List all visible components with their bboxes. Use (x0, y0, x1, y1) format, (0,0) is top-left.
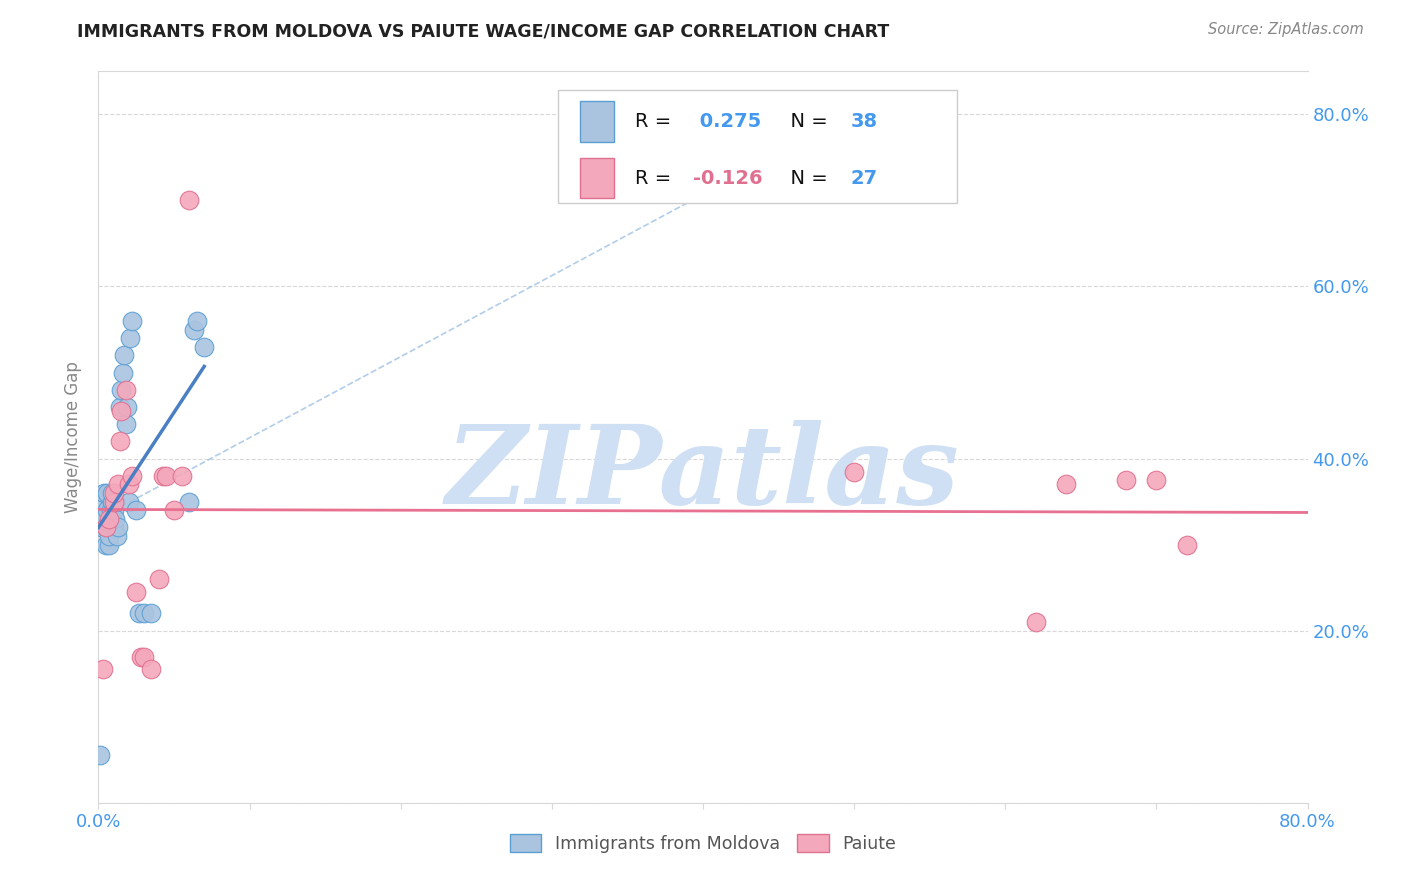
Text: IMMIGRANTS FROM MOLDOVA VS PAIUTE WAGE/INCOME GAP CORRELATION CHART: IMMIGRANTS FROM MOLDOVA VS PAIUTE WAGE/I… (77, 22, 890, 40)
Point (100, 512, 122, 526)
Point (141, 607, 163, 621)
Point (1144, 473, 1167, 487)
Point (110, 383, 132, 397)
Point (193, 340, 215, 354)
Point (90, 520, 112, 534)
Point (1054, 477, 1077, 491)
FancyBboxPatch shape (558, 90, 957, 203)
Point (104, 494, 127, 508)
Point (125, 585, 148, 599)
Point (118, 494, 141, 508)
Point (186, 314, 208, 328)
Text: 38: 38 (851, 112, 877, 131)
Point (101, 486, 124, 500)
Point (91, 662, 114, 676)
Point (93, 486, 115, 500)
Text: R =: R = (636, 112, 678, 131)
Point (94, 520, 117, 534)
Point (103, 520, 125, 534)
FancyBboxPatch shape (579, 102, 613, 142)
Point (179, 194, 201, 208)
Point (179, 494, 201, 508)
Point (148, 572, 170, 586)
Point (101, 494, 124, 508)
Point (108, 400, 131, 414)
Point (121, 468, 143, 483)
Point (155, 468, 177, 483)
Point (94, 520, 117, 534)
Point (118, 477, 141, 491)
Point (98, 512, 121, 526)
Text: N =: N = (778, 112, 834, 131)
Text: -0.126: -0.126 (693, 169, 763, 187)
Point (103, 494, 125, 508)
Point (129, 649, 152, 664)
Point (114, 417, 136, 432)
Point (107, 477, 129, 491)
Point (111, 366, 134, 380)
Point (96, 503, 118, 517)
Point (114, 383, 136, 397)
Point (94, 538, 117, 552)
Point (1175, 538, 1198, 552)
Point (108, 434, 131, 449)
Point (107, 520, 129, 534)
Point (103, 503, 125, 517)
Point (1024, 615, 1046, 629)
Point (105, 529, 128, 543)
Point (110, 404, 132, 418)
Point (844, 465, 866, 479)
Y-axis label: Wage/Income Gap: Wage/Income Gap (65, 361, 83, 513)
Point (125, 503, 148, 517)
Point (103, 486, 125, 500)
Point (1115, 473, 1137, 487)
Point (115, 400, 138, 414)
Point (98, 538, 121, 552)
Point (141, 662, 163, 676)
FancyBboxPatch shape (579, 158, 613, 198)
Point (163, 503, 186, 517)
Point (121, 314, 143, 328)
Point (132, 607, 155, 621)
Point (89, 748, 111, 763)
Point (132, 649, 155, 664)
Text: 0.275: 0.275 (693, 112, 762, 131)
Point (93, 494, 115, 508)
Point (98, 529, 121, 543)
Point (152, 468, 174, 483)
Legend: Immigrants from Moldova, Paiute: Immigrants from Moldova, Paiute (503, 827, 903, 860)
Point (112, 348, 135, 362)
Text: Source: ZipAtlas.com: Source: ZipAtlas.com (1208, 22, 1364, 37)
Text: 27: 27 (851, 169, 877, 187)
Point (120, 331, 142, 345)
Point (100, 503, 122, 517)
Point (91, 512, 114, 526)
Point (128, 607, 150, 621)
Text: N =: N = (778, 169, 834, 187)
Point (96, 486, 118, 500)
Text: R =: R = (636, 169, 678, 187)
Text: ZIPatlas: ZIPatlas (446, 420, 960, 527)
Point (170, 468, 193, 483)
Point (183, 322, 205, 336)
Point (104, 512, 127, 526)
